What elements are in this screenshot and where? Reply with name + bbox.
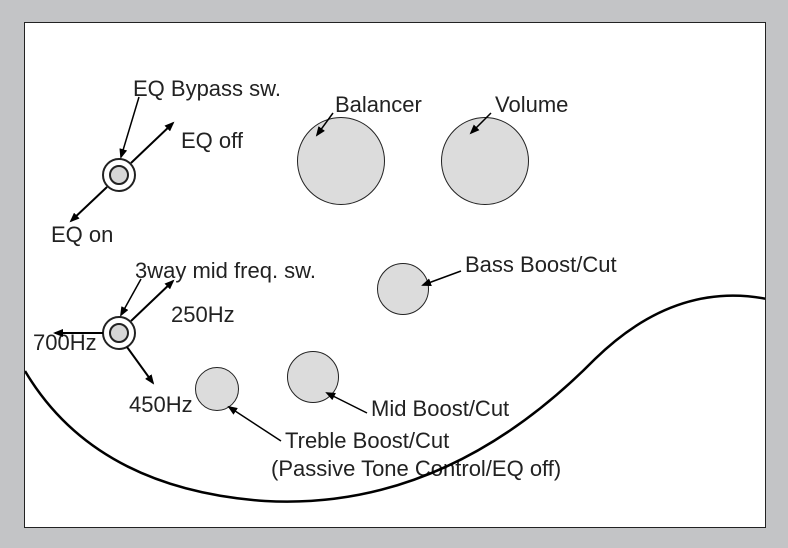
diagram-frame: EQ Bypass sw. EQ off EQ on Balancer Volu…	[24, 22, 766, 528]
label-balancer: Balancer	[335, 93, 422, 117]
label-250hz: 250Hz	[171, 303, 235, 327]
switch-mid-inner	[109, 323, 129, 343]
label-midfreq: 3way mid freq. sw.	[135, 259, 316, 283]
label-eq-off: EQ off	[181, 129, 243, 153]
knob-mid	[287, 351, 339, 403]
switch-eq-inner	[109, 165, 129, 185]
knob-bass	[377, 263, 429, 315]
label-treble: Treble Boost/Cut	[285, 429, 449, 453]
knob-treble	[195, 367, 239, 411]
label-700hz: 700Hz	[33, 331, 97, 355]
knob-balancer	[297, 117, 385, 205]
label-mid: Mid Boost/Cut	[371, 397, 509, 421]
label-passive: (Passive Tone Control/EQ off)	[271, 457, 561, 481]
label-volume: Volume	[495, 93, 568, 117]
label-eq-on: EQ on	[51, 223, 113, 247]
label-eq-bypass: EQ Bypass sw.	[133, 77, 281, 101]
knob-volume	[441, 117, 529, 205]
label-450hz: 450Hz	[129, 393, 193, 417]
label-bass: Bass Boost/Cut	[465, 253, 617, 277]
